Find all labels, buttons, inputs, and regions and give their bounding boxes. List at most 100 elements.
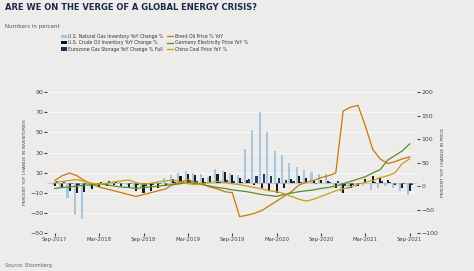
Bar [56,181,58,183]
Bar [303,170,305,183]
Bar [291,179,292,183]
Bar [300,182,302,183]
Bar [120,183,122,186]
Bar [111,182,113,183]
Bar [401,183,403,188]
Bar [244,149,246,183]
Bar [251,130,254,183]
Bar [278,178,280,183]
Bar [254,183,255,185]
Bar [128,183,130,188]
Bar [103,183,106,184]
Bar [325,174,328,183]
Bar [182,181,183,183]
Bar [155,182,157,183]
Bar [285,180,287,183]
Bar [312,180,315,183]
Bar [399,183,401,191]
Bar [392,183,394,188]
Bar [281,154,283,183]
Bar [275,183,278,193]
Text: ARE WE ON THE VERGE OF A GLOBAL ENERGY CRISIS?: ARE WE ON THE VERGE OF A GLOBAL ENERGY C… [5,3,256,12]
Bar [207,177,209,183]
Bar [150,183,152,191]
Bar [61,183,63,188]
Bar [238,178,241,183]
Bar [296,167,298,183]
Bar [106,183,108,186]
Bar [63,182,65,183]
Bar [231,175,233,183]
Bar [83,183,85,192]
Bar [261,183,263,188]
Y-axis label: PERCENT YOY CHANGE IN INVENTORIES: PERCENT YOY CHANGE IN INVENTORIES [23,120,27,205]
Bar [337,181,339,183]
Bar [310,172,312,183]
Bar [270,176,273,183]
Bar [52,183,54,185]
Bar [340,183,342,192]
Bar [357,183,359,186]
Bar [200,174,201,183]
Bar [248,179,250,183]
Bar [283,183,285,188]
Bar [224,172,226,183]
Bar [222,171,224,183]
Bar [409,183,411,191]
Bar [135,183,137,191]
Bar [159,183,162,184]
Bar [59,183,61,187]
Bar [389,182,391,183]
Bar [100,182,102,183]
Bar [246,180,248,183]
Bar [192,173,194,183]
Bar [133,183,135,187]
Bar [204,182,206,183]
Bar [219,181,220,183]
Bar [172,179,174,183]
Bar [96,183,98,186]
Bar [352,183,354,185]
Bar [268,183,270,191]
Bar [78,183,80,185]
Bar [318,174,320,183]
Bar [130,183,132,184]
Bar [91,183,93,189]
Bar [288,163,291,183]
Bar [201,178,204,183]
Bar [140,183,143,187]
Y-axis label: PERCENT YOY CHANGE IN PRICE: PERCENT YOY CHANGE IN PRICE [441,128,445,197]
Bar [347,183,349,189]
Bar [359,183,361,184]
Bar [241,182,243,183]
Text: Numbers in percent: Numbers in percent [5,24,59,29]
Bar [315,183,317,184]
Bar [69,183,71,191]
Bar [126,183,128,185]
Bar [229,173,231,183]
Bar [209,176,211,183]
Bar [185,171,187,183]
Bar [163,178,164,183]
Bar [263,174,265,183]
Bar [180,176,182,183]
Bar [174,182,176,183]
Bar [54,183,56,186]
Bar [226,180,228,183]
Bar [273,150,275,183]
Bar [335,183,337,188]
Bar [386,180,389,183]
Bar [292,181,294,183]
Bar [108,181,109,183]
Bar [333,183,335,187]
Bar [362,183,365,186]
Bar [407,183,409,195]
Bar [85,183,88,184]
Bar [255,176,257,183]
Bar [370,183,372,190]
Bar [214,169,217,183]
Bar [328,181,329,183]
Bar [411,183,413,185]
Bar [74,183,76,215]
Bar [98,183,100,187]
